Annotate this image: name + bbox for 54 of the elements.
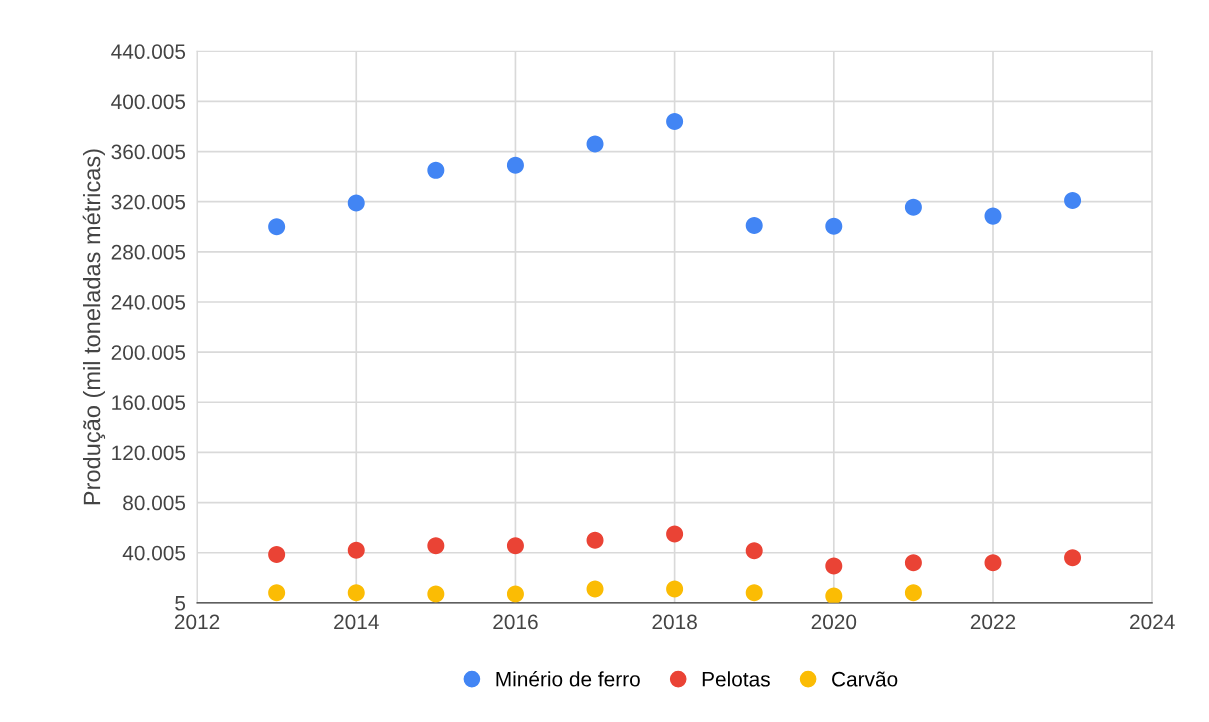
point bbox=[745, 217, 763, 235]
y-tick-label: 360.005 bbox=[111, 144, 186, 160]
point bbox=[586, 531, 604, 549]
y-tick-label: 200.005 bbox=[111, 345, 186, 360]
x-tick-label: 2020 bbox=[811, 614, 857, 630]
point bbox=[586, 580, 604, 598]
point bbox=[268, 584, 286, 602]
y-tick-label: 440.005 bbox=[111, 44, 186, 60]
legend-label: Minério de ferro bbox=[496, 671, 640, 687]
x-tick-label: 2024 bbox=[1130, 614, 1175, 630]
point bbox=[586, 135, 604, 153]
x-tick-label: 2012 bbox=[174, 614, 220, 630]
y-tick-label: 160.005 bbox=[112, 395, 186, 411]
point bbox=[666, 525, 684, 543]
point bbox=[904, 584, 922, 602]
y-tick-label: 80.005 bbox=[123, 495, 186, 511]
y-tick-label: 320.005 bbox=[111, 194, 186, 210]
point bbox=[745, 542, 763, 560]
point bbox=[1064, 191, 1082, 209]
legend-label: Pelotas bbox=[702, 671, 770, 687]
point bbox=[904, 198, 922, 216]
y-tick-label: 280.005 bbox=[111, 244, 186, 260]
point bbox=[984, 207, 1002, 225]
y-tick-label: 40.005 bbox=[122, 545, 186, 561]
point bbox=[825, 217, 843, 235]
point bbox=[268, 218, 286, 236]
point bbox=[427, 537, 445, 555]
y-tick-label: 5 bbox=[175, 596, 186, 611]
point bbox=[825, 557, 843, 575]
point bbox=[1064, 549, 1082, 567]
point bbox=[427, 161, 445, 179]
point bbox=[427, 585, 445, 603]
point bbox=[506, 585, 524, 603]
y-tick-label: 400.005 bbox=[111, 94, 186, 110]
point bbox=[347, 194, 365, 212]
point bbox=[268, 546, 286, 564]
point bbox=[904, 554, 922, 572]
y-tick-label: 120.005 bbox=[112, 445, 186, 461]
point bbox=[666, 580, 684, 598]
point bbox=[825, 587, 843, 603]
point bbox=[666, 112, 684, 130]
point bbox=[506, 156, 524, 174]
y-tick-label: 240.005 bbox=[111, 294, 186, 310]
x-tick-label: 2018 bbox=[652, 614, 697, 630]
x-tick-label: 2016 bbox=[493, 614, 538, 630]
point bbox=[984, 554, 1002, 572]
x-tick-label: 2022 bbox=[970, 614, 1016, 630]
legend-label: Carvão bbox=[832, 671, 898, 687]
point bbox=[506, 537, 524, 555]
x-tick-label: 2014 bbox=[334, 614, 379, 630]
point bbox=[347, 584, 365, 602]
y-axis-title: Produção (mil toneladas métricas) bbox=[82, 149, 106, 505]
point bbox=[745, 584, 763, 602]
point bbox=[347, 541, 365, 559]
